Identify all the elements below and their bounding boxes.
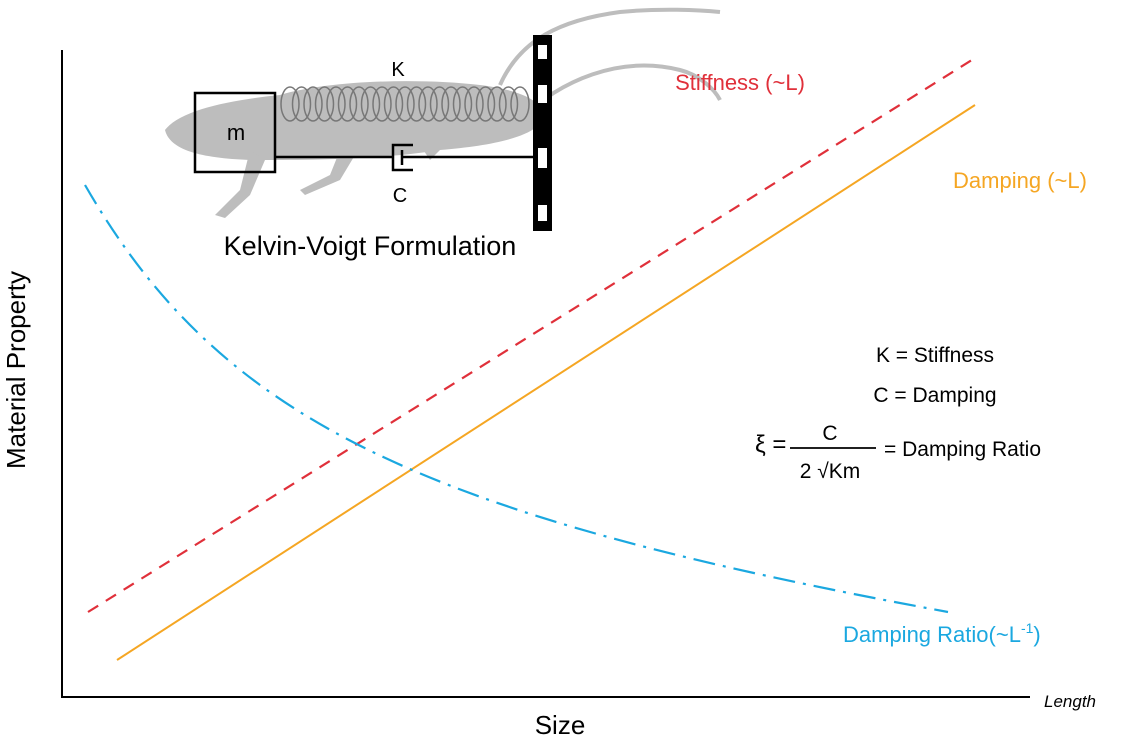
damping-ratio-label: Damping Ratio(~L-1) bbox=[843, 620, 1041, 647]
spring-coil bbox=[360, 86, 381, 122]
spring-coil bbox=[280, 86, 300, 122]
spring-coil bbox=[418, 86, 438, 122]
spring-coil bbox=[303, 86, 323, 122]
spring-coil bbox=[314, 86, 335, 122]
spring-coil bbox=[441, 86, 461, 122]
kelvin-voigt-model bbox=[193, 91, 533, 174]
spring-coil bbox=[291, 86, 312, 122]
damper-label: C bbox=[393, 185, 407, 207]
spring-coil bbox=[383, 86, 404, 122]
spring-coil bbox=[487, 86, 507, 122]
model-caption: Kelvin-Voigt Formulation bbox=[224, 231, 517, 261]
x-axis-unit: Length bbox=[1044, 692, 1096, 711]
spring-coil bbox=[337, 86, 358, 122]
spring-coil bbox=[475, 86, 496, 122]
equation-denominator: 2 √Km bbox=[800, 460, 861, 483]
spring-label: K bbox=[391, 59, 405, 81]
insect-silhouette bbox=[165, 81, 545, 218]
axes bbox=[61, 50, 1030, 698]
spring-coil bbox=[452, 86, 473, 122]
damper-cup bbox=[391, 143, 413, 172]
spring-coil bbox=[464, 86, 484, 122]
stiffness-line bbox=[87, 57, 976, 613]
damping-ratio-curve bbox=[84, 184, 949, 614]
label-superscript: -1 bbox=[1021, 620, 1034, 636]
equation-lhs: ξ = bbox=[755, 431, 786, 458]
spring-coil bbox=[349, 86, 369, 122]
spring-coil bbox=[406, 86, 427, 122]
label-suffix: ) bbox=[1033, 622, 1040, 647]
legend-damping: C = Damping bbox=[873, 384, 996, 407]
spring-coil bbox=[498, 86, 519, 122]
equation-numerator: C bbox=[822, 422, 837, 445]
mass-label: m bbox=[227, 120, 245, 145]
damping-line bbox=[116, 104, 976, 661]
spring-coil bbox=[326, 86, 346, 122]
stiffness-label: Stiffness (~L) bbox=[675, 70, 805, 95]
spring bbox=[280, 86, 530, 122]
equation-rhs: = Damping Ratio bbox=[884, 438, 1041, 461]
legend-stiffness: K = Stiffness bbox=[876, 344, 994, 367]
spring-coil bbox=[372, 86, 392, 122]
y-axis-label: Material Property bbox=[1, 271, 31, 469]
mass-box bbox=[193, 91, 277, 174]
spring-coil bbox=[395, 86, 415, 122]
x-axis-label: Size bbox=[535, 710, 586, 740]
label-text: Damping Ratio(~L bbox=[843, 622, 1021, 647]
wall bbox=[533, 35, 552, 231]
spring-coil bbox=[429, 86, 450, 122]
spring-coil bbox=[510, 86, 530, 122]
damping-label: Damping (~L) bbox=[953, 168, 1087, 193]
